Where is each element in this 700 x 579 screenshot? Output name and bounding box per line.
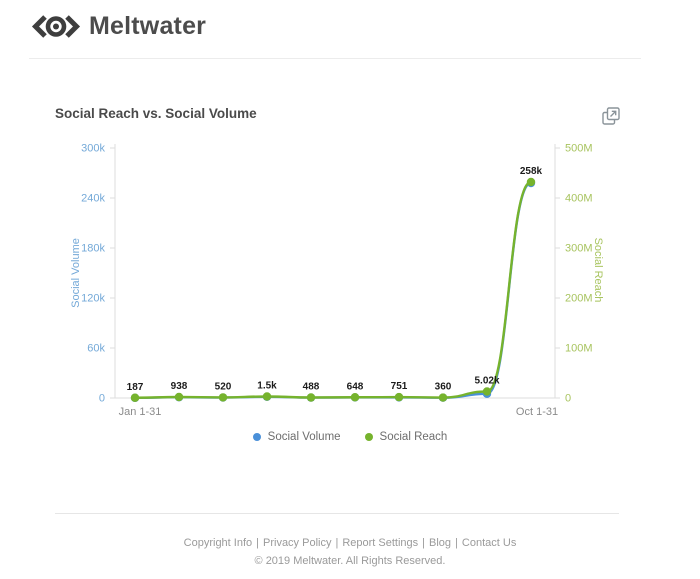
export-button[interactable] bbox=[599, 104, 623, 128]
svg-text:938: 938 bbox=[171, 381, 188, 392]
chart-title: Social Reach vs. Social Volume bbox=[55, 106, 257, 121]
footer-link-report-settings[interactable]: Report Settings bbox=[342, 537, 419, 549]
svg-text:0: 0 bbox=[99, 393, 105, 405]
svg-text:520: 520 bbox=[215, 381, 232, 392]
footer-link-privacy-policy[interactable]: Privacy Policy bbox=[263, 537, 332, 549]
svg-text:200M: 200M bbox=[565, 293, 593, 305]
svg-text:751: 751 bbox=[391, 381, 408, 392]
svg-text:360: 360 bbox=[435, 382, 452, 393]
svg-text:400M: 400M bbox=[565, 193, 593, 205]
legend-dot-icon bbox=[364, 433, 373, 441]
left-axis-title: Social Volume bbox=[70, 238, 82, 308]
footer-link-blog[interactable]: Blog bbox=[429, 537, 452, 549]
svg-text:187: 187 bbox=[127, 382, 144, 393]
footer-links: Copyright Info | Privacy Policy | Report Set… bbox=[0, 537, 700, 549]
chart-plot[interactable]: 0 60k 120k 180k 240k 300k 0 100M 200M 300M 400M 500… bbox=[0, 140, 700, 440]
svg-text:Jan 1-31: Jan 1-31 bbox=[119, 406, 162, 418]
svg-text:500M: 500M bbox=[565, 143, 593, 155]
svg-text:5.02k: 5.02k bbox=[474, 376, 499, 387]
legend-label: Social Reach bbox=[379, 431, 448, 443]
header-divider bbox=[29, 58, 641, 59]
svg-text:1.5k: 1.5k bbox=[257, 381, 277, 392]
svg-text:60k: 60k bbox=[87, 343, 105, 355]
series-social-reach bbox=[130, 177, 536, 402]
svg-text:300M: 300M bbox=[565, 243, 593, 255]
svg-text:648: 648 bbox=[347, 381, 364, 392]
axis-lines bbox=[114, 144, 556, 399]
svg-text:0: 0 bbox=[565, 393, 571, 405]
svg-text:488: 488 bbox=[303, 382, 320, 393]
footer-link-contact-us[interactable]: Contact Us bbox=[461, 537, 517, 549]
svg-text:100M: 100M bbox=[565, 343, 593, 355]
brand-name: Meltwater bbox=[89, 12, 207, 40]
right-axis-title: Social Reach bbox=[592, 237, 604, 303]
footer-separator: | bbox=[455, 537, 458, 549]
svg-text:120k: 120k bbox=[81, 293, 105, 305]
svg-text:258k: 258k bbox=[520, 166, 543, 177]
svg-text:Oct 1-31: Oct 1-31 bbox=[516, 406, 558, 418]
meltwater-logo: Meltwater bbox=[30, 12, 206, 41]
legend-label: Social Volume bbox=[267, 431, 341, 443]
open-in-new-window-icon bbox=[602, 107, 620, 125]
footer-copyright: © 2019 Meltwater. All Rights Reserved. bbox=[254, 555, 446, 567]
svg-text:180k: 180k bbox=[81, 243, 105, 255]
point-labels: 187 938 520 1.5k 488 648 751 360 5.02k 258k bbox=[127, 166, 543, 393]
left-axis-ticks: 0 60k 120k 180k 240k 300k bbox=[81, 143, 115, 405]
legend-dot-icon bbox=[252, 433, 261, 441]
series-social-volume bbox=[130, 178, 536, 403]
footer-separator: | bbox=[256, 537, 259, 549]
meltwater-eye-icon bbox=[31, 15, 81, 38]
footer-link-copyright-info[interactable]: Copyright Info bbox=[183, 537, 253, 549]
svg-text:240k: 240k bbox=[81, 193, 105, 205]
x-axis-labels: Jan 1-31 Oct 1-31 bbox=[119, 406, 559, 418]
legend-item-social-volume[interactable]: Social Volume bbox=[252, 431, 341, 443]
legend-item-social-reach[interactable]: Social Reach bbox=[364, 431, 448, 443]
right-axis-ticks: 0 100M 200M 300M 400M 500M bbox=[555, 143, 593, 405]
footer-divider bbox=[55, 513, 619, 514]
chart-legend: Social Volume Social Reach bbox=[0, 431, 700, 443]
footer-separator: | bbox=[422, 537, 426, 549]
svg-text:300k: 300k bbox=[81, 143, 105, 155]
footer-separator: | bbox=[335, 537, 339, 549]
